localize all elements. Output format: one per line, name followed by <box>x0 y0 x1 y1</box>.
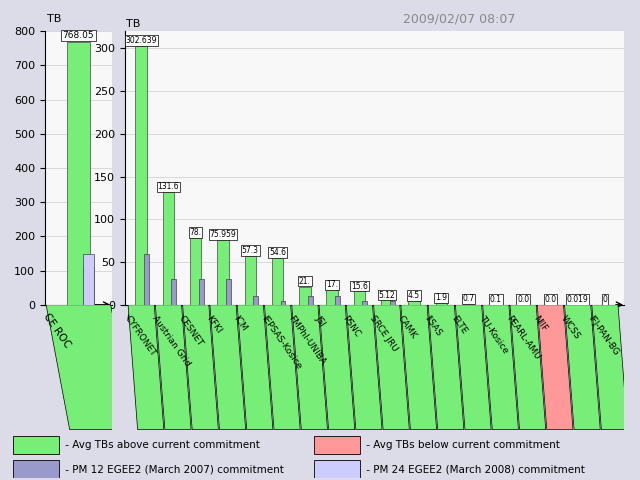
Bar <box>280 300 285 305</box>
Polygon shape <box>292 305 328 430</box>
Bar <box>308 296 313 305</box>
Text: CE ROC: CE ROC <box>42 311 72 349</box>
Text: 0.019: 0.019 <box>567 295 589 304</box>
Text: TB: TB <box>47 14 61 24</box>
Bar <box>354 291 365 305</box>
Text: SRCE JRU: SRCE JRU <box>368 313 399 353</box>
Text: CESNET: CESNET <box>177 313 205 348</box>
Text: 0: 0 <box>46 314 53 324</box>
Polygon shape <box>510 305 546 430</box>
Bar <box>463 304 474 305</box>
Text: 0.0: 0.0 <box>517 295 529 304</box>
Bar <box>390 300 395 305</box>
Text: 0: 0 <box>602 295 607 304</box>
Text: 131.6: 131.6 <box>157 182 179 192</box>
Text: 54.6: 54.6 <box>269 248 286 257</box>
Text: KFKI: KFKI <box>204 313 223 335</box>
Polygon shape <box>264 305 300 430</box>
Bar <box>199 279 204 305</box>
Polygon shape <box>182 305 218 430</box>
Polygon shape <box>483 305 518 430</box>
Text: ELTE: ELTE <box>450 313 469 336</box>
Text: FMPhI-UNIBA: FMPhI-UNIBA <box>286 313 327 366</box>
FancyBboxPatch shape <box>13 436 59 454</box>
Text: 5.12: 5.12 <box>378 290 395 300</box>
Bar <box>244 256 256 305</box>
Bar <box>326 290 338 305</box>
Text: 0: 0 <box>126 313 133 324</box>
Text: 75.959: 75.959 <box>210 230 236 239</box>
Text: PEARL-AMU: PEARL-AMU <box>504 313 541 361</box>
Polygon shape <box>46 305 134 430</box>
Text: TU-Kosice: TU-Kosice <box>477 313 510 355</box>
Text: 0.0: 0.0 <box>544 295 556 304</box>
Text: PSNC: PSNC <box>341 313 362 338</box>
Bar <box>190 238 202 305</box>
Text: - PM 24 EGEE2 (March 2008) commitment: - PM 24 EGEE2 (March 2008) commitment <box>363 464 585 474</box>
Bar <box>83 253 94 305</box>
Text: CYFRONET: CYFRONET <box>123 313 157 358</box>
Polygon shape <box>592 305 628 430</box>
Text: 21.: 21. <box>299 276 311 286</box>
Text: JSI: JSI <box>314 313 327 328</box>
Polygon shape <box>237 305 273 430</box>
Text: Austrian Grid: Austrian Grid <box>150 313 191 368</box>
Polygon shape <box>564 305 600 430</box>
Text: CAMK: CAMK <box>396 313 418 340</box>
Polygon shape <box>456 305 491 430</box>
Polygon shape <box>537 305 573 430</box>
Bar <box>272 258 284 305</box>
Bar <box>163 192 174 305</box>
FancyBboxPatch shape <box>314 460 360 479</box>
Bar <box>83 267 94 305</box>
Polygon shape <box>346 305 382 430</box>
Text: TB: TB <box>126 19 141 29</box>
Text: IISAS: IISAS <box>422 313 444 337</box>
Bar <box>381 300 392 305</box>
Text: 302.639: 302.639 <box>125 36 157 45</box>
Text: WCSS: WCSS <box>559 313 582 340</box>
Bar <box>435 303 447 305</box>
Bar <box>408 301 420 305</box>
Bar <box>362 300 367 305</box>
Text: - PM 12 EGEE2 (March 2007) commitment: - PM 12 EGEE2 (March 2007) commitment <box>62 464 284 474</box>
Text: 768.05: 768.05 <box>63 31 94 40</box>
Bar <box>335 296 340 305</box>
Polygon shape <box>319 305 355 430</box>
Text: 78.: 78. <box>189 228 202 237</box>
FancyBboxPatch shape <box>13 460 59 479</box>
Polygon shape <box>128 305 164 430</box>
Text: ICM: ICM <box>232 313 248 332</box>
Text: 1.9: 1.9 <box>435 293 447 302</box>
FancyBboxPatch shape <box>314 436 360 454</box>
Bar <box>253 296 258 305</box>
Bar <box>172 279 177 305</box>
Bar <box>226 279 231 305</box>
Bar <box>217 240 228 305</box>
Polygon shape <box>156 305 191 430</box>
Text: - Avg TBs below current commitment: - Avg TBs below current commitment <box>363 440 560 450</box>
Text: - Avg TBs above current commitment: - Avg TBs above current commitment <box>62 440 260 450</box>
Polygon shape <box>428 305 464 430</box>
Bar <box>67 42 90 305</box>
Text: NIIF: NIIF <box>532 313 549 333</box>
Text: 15.6: 15.6 <box>351 282 368 290</box>
Bar <box>299 287 310 305</box>
Text: 57.3: 57.3 <box>242 246 259 255</box>
Text: 0.7: 0.7 <box>463 294 475 303</box>
Polygon shape <box>210 305 246 430</box>
Polygon shape <box>401 305 436 430</box>
Text: IEPSAS-Kosice: IEPSAS-Kosice <box>259 313 303 371</box>
Bar <box>136 46 147 305</box>
Text: 4.5: 4.5 <box>408 291 420 300</box>
Text: 2009/02/07 08:07: 2009/02/07 08:07 <box>403 12 516 25</box>
Polygon shape <box>374 305 410 430</box>
Bar <box>144 253 149 305</box>
Text: IFJ-PAN-BG: IFJ-PAN-BG <box>586 313 621 357</box>
Text: 17.: 17. <box>326 280 338 289</box>
Text: 0.1: 0.1 <box>490 295 502 304</box>
